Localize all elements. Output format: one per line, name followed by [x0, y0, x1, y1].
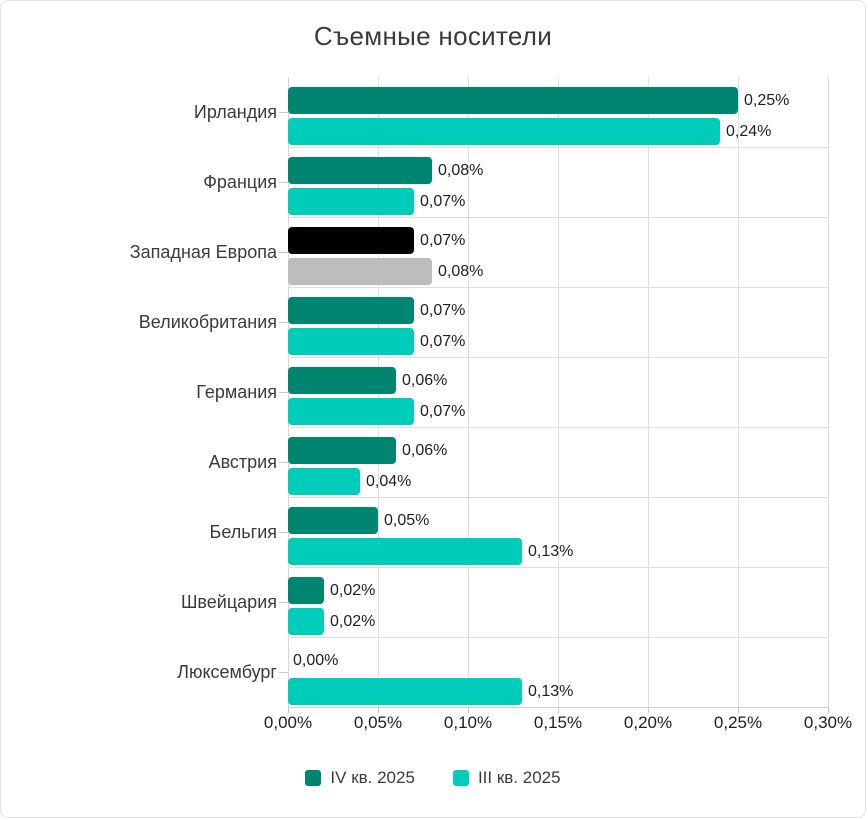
row-separator	[288, 147, 828, 148]
y-axis-tick	[279, 112, 288, 113]
gridline	[468, 77, 469, 707]
x-axis-tick	[558, 707, 559, 713]
x-axis-tick-label: 0,20%	[623, 713, 673, 732]
bar[interactable]	[288, 538, 522, 565]
bar[interactable]	[288, 577, 324, 604]
bar-value-label: 0,05%	[384, 512, 430, 529]
legend-swatch-icon	[452, 770, 469, 786]
gridline	[648, 77, 649, 707]
category-label: Австрия	[208, 452, 277, 472]
row-separator	[288, 357, 828, 358]
bar-value-label: 0,07%	[420, 302, 466, 319]
x-axis-tick-label: 0,15%	[533, 713, 583, 732]
y-axis-tick	[279, 532, 288, 533]
bar-value-label: 0,00%	[293, 652, 339, 669]
bar-value-label: 0,24%	[726, 123, 772, 140]
row-separator	[288, 427, 828, 428]
row-separator	[288, 567, 828, 568]
category-label: Франция	[203, 172, 277, 192]
x-axis-tick-label: 0,25%	[713, 713, 763, 732]
category-label: Западная Европа	[129, 242, 277, 262]
y-axis-tick	[279, 322, 288, 323]
bar[interactable]	[288, 468, 360, 495]
x-axis-tick-label: 0,30%	[803, 713, 853, 732]
x-axis-tick	[378, 707, 379, 713]
bar-value-label: 0,06%	[402, 372, 448, 389]
bar-value-label: 0,07%	[420, 403, 466, 420]
category-label: Люксембург	[177, 662, 277, 682]
bar[interactable]	[288, 367, 396, 394]
category-label: Бельгия	[209, 522, 277, 542]
row-separator	[288, 287, 828, 288]
y-axis-tick	[279, 182, 288, 183]
x-axis-tick	[468, 707, 469, 713]
category-label: Швейцария	[180, 592, 277, 612]
bar[interactable]	[288, 507, 378, 534]
bar[interactable]	[288, 328, 414, 355]
bar[interactable]	[288, 227, 414, 254]
plot-area: 0,25% 0,24% 0,08% 0,07% 0,07% 0,08% 0,07% 0,07%…	[288, 77, 829, 713]
legend-swatch-icon	[305, 770, 322, 786]
bar-value-label: 0,04%	[366, 473, 412, 490]
bar[interactable]	[288, 118, 720, 145]
y-axis-tick	[279, 462, 288, 463]
row-separator	[288, 217, 828, 218]
x-axis-tick	[828, 707, 829, 713]
bar-value-label: 0,13%	[528, 543, 574, 560]
legend-item[interactable]: IV кв. 2025	[305, 768, 415, 788]
x-axis-tick	[648, 707, 649, 713]
gridline	[828, 77, 829, 707]
x-axis-tick-label: 0,05%	[353, 713, 403, 732]
x-axis-tick	[738, 707, 739, 713]
y-axis-tick	[279, 602, 288, 603]
y-axis-tick	[279, 672, 288, 673]
bar-value-label: 0,02%	[330, 582, 376, 599]
bar-value-label: 0,25%	[744, 92, 790, 109]
bar-value-label: 0,07%	[420, 232, 466, 249]
x-axis-tick-label: 0,00%	[263, 713, 313, 732]
bar-value-label: 0,08%	[438, 263, 484, 280]
legend-label: IV кв. 2025	[330, 768, 415, 787]
bar-value-label: 0,08%	[438, 162, 484, 179]
row-separator	[288, 497, 828, 498]
bar-value-label: 0,02%	[330, 613, 376, 630]
bar-value-label: 0,07%	[420, 193, 466, 210]
category-label: Ирландия	[193, 102, 277, 122]
x-axis-tick	[288, 707, 289, 713]
bar[interactable]	[288, 437, 396, 464]
bar[interactable]	[288, 398, 414, 425]
bar[interactable]	[288, 188, 414, 215]
y-axis-tick	[279, 252, 288, 253]
y-axis-tick	[279, 392, 288, 393]
gridline	[738, 77, 739, 707]
bar[interactable]	[288, 258, 432, 285]
bar[interactable]	[288, 608, 324, 635]
category-label: Германия	[196, 382, 277, 402]
bar-value-label: 0,07%	[420, 333, 466, 350]
bar-value-label: 0,13%	[528, 683, 574, 700]
bar[interactable]	[288, 157, 432, 184]
row-separator	[288, 637, 828, 638]
legend-item[interactable]: III кв. 2025	[452, 768, 561, 788]
gridline	[558, 77, 559, 707]
category-label: Великобритания	[138, 312, 277, 332]
legend: IV кв. 2025 III кв. 2025	[1, 763, 865, 793]
bar-value-label: 0,06%	[402, 442, 448, 459]
legend-label: III кв. 2025	[477, 768, 561, 787]
x-axis-line	[288, 707, 828, 708]
chart-title: Съемные носители	[313, 21, 553, 51]
bar[interactable]	[288, 87, 738, 114]
bar[interactable]	[288, 678, 522, 705]
x-axis-tick-label: 0,10%	[443, 713, 493, 732]
bar[interactable]	[288, 297, 414, 324]
